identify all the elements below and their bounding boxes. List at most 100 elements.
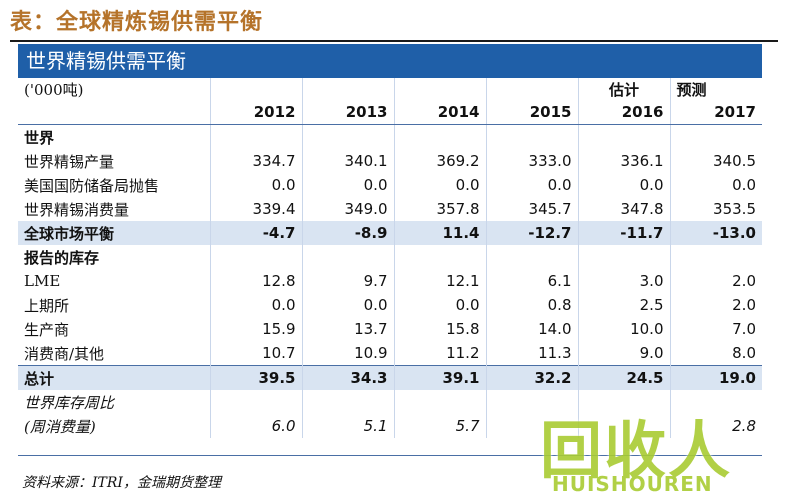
watermark-text: 回收人 [540, 414, 733, 487]
table-cell: -12.7 [485, 221, 578, 245]
row-label: LME [24, 272, 61, 290]
table-cell: 10.7 [209, 341, 302, 366]
table-row: 世界库存周比 [18, 390, 762, 414]
table-cell: 2.5 [577, 293, 670, 317]
table-cell: 336.1 [577, 149, 670, 173]
year-header: 2013 [301, 100, 394, 125]
table-cell [209, 390, 302, 414]
table-cell [393, 124, 486, 149]
table-cell: 345.7 [485, 197, 578, 221]
table-cell: 34.3 [301, 365, 394, 390]
year-header: 2014 [393, 100, 486, 125]
table-cell: 6.0 [209, 414, 302, 438]
table-cell [209, 245, 302, 269]
row-label: 世界库存周比 [24, 393, 115, 412]
supply-demand-table: ('000吨) 估计 预测 2012 2013 2014 2015 2016 2… [18, 78, 762, 438]
page-caption: 表：全球精炼锡供需平衡 [10, 9, 264, 35]
table-cell [393, 245, 486, 269]
row-label: 总计 [18, 365, 210, 390]
unit-label: ('000吨) [24, 80, 84, 99]
table-cell: 0.8 [485, 293, 578, 317]
table-row: (周消费量) 6.0 5.1 5.7 2.8 [18, 414, 762, 438]
table-cell: 8.0 [669, 341, 762, 366]
table-cell: 0.0 [209, 293, 302, 317]
row-label: 生产商 [24, 320, 70, 339]
table-cell [485, 414, 578, 438]
table-cell: 10.9 [301, 341, 394, 366]
table-row: 世界精锡消费量 339.4 349.0 357.8 345.7 347.8 353.5 [18, 197, 762, 221]
table-cell: 339.4 [209, 197, 302, 221]
row-label: 世界 [24, 128, 55, 147]
table-cell: 2.0 [669, 269, 762, 293]
table-cell [301, 124, 394, 149]
table-row: LME 12.8 9.7 12.1 6.1 3.0 2.0 [18, 269, 762, 293]
table-cell: 12.8 [209, 269, 302, 293]
table-cell [669, 390, 762, 414]
table-row: 全球市场平衡 -4.7 -8.9 11.4 -12.7 -11.7 -13.0 [18, 221, 762, 245]
table-cell: 349.0 [301, 197, 394, 221]
row-label: 上期所 [24, 296, 70, 315]
table-cell: 13.7 [301, 317, 394, 341]
table-cell: 0.0 [577, 173, 670, 197]
watermark-logo: 回收人 HUISHOUREN [540, 400, 760, 496]
table-cell [485, 245, 578, 269]
table-cell: 14.0 [485, 317, 578, 341]
table-row: 总计 39.5 34.3 39.1 32.2 24.5 19.0 [18, 365, 762, 390]
table-cell: 11.4 [393, 221, 486, 245]
table-cell [577, 124, 670, 149]
table-cell: 333.0 [485, 149, 578, 173]
table-cell: 15.8 [393, 317, 486, 341]
table-cell: -11.7 [577, 221, 670, 245]
table-cell [485, 124, 578, 149]
table-row: 消费商/其他 10.7 10.9 11.2 11.3 9.0 8.0 [18, 341, 762, 366]
year-header: 2015 [485, 100, 578, 125]
table-cell [485, 390, 578, 414]
table-cell [669, 245, 762, 269]
tin-balance-table-panel: 世界精锡供需平衡 ('000吨) 估计 预测 2012 2013 2014 20… [18, 44, 762, 438]
table-row: 世界精锡产量 334.7 340.1 369.2 333.0 336.1 340.5 [18, 149, 762, 173]
table-cell: 0.0 [393, 293, 486, 317]
table-cell [393, 390, 486, 414]
table-cell: -4.7 [209, 221, 302, 245]
table-cell: -8.9 [301, 221, 394, 245]
watermark-subtext: HUISHOUREN [552, 472, 713, 496]
table-cell: 39.5 [209, 365, 302, 390]
table-row: 美国国防储备局抛售 0.0 0.0 0.0 0.0 0.0 0.0 [18, 173, 762, 197]
table-row: 上期所 0.0 0.0 0.0 0.8 2.5 2.0 [18, 293, 762, 317]
table-row: 报告的库存 [18, 245, 762, 269]
table-cell: 2.0 [669, 293, 762, 317]
table-cell: 6.1 [485, 269, 578, 293]
table-cell [577, 245, 670, 269]
table-cell: 3.0 [577, 269, 670, 293]
table-cell: 15.9 [209, 317, 302, 341]
row-label: 美国国防储备局抛售 [24, 176, 160, 195]
table-cell: -13.0 [669, 221, 762, 245]
table-cell: 10.0 [577, 317, 670, 341]
table-cell: 340.1 [301, 149, 394, 173]
table-cell: 0.0 [393, 173, 486, 197]
estimate-label: 估计 [577, 78, 670, 100]
table-cell: 0.0 [209, 173, 302, 197]
table-cell: 39.1 [393, 365, 486, 390]
year-header: 2017 [669, 100, 762, 125]
table-cell: 32.2 [485, 365, 578, 390]
forecast-label: 预测 [669, 78, 762, 100]
year-header: 2012 [209, 100, 302, 125]
row-label: 消费商/其他 [24, 344, 105, 363]
table-cell: 24.5 [577, 365, 670, 390]
table-cell: 2.8 [669, 414, 762, 438]
table-cell: 334.7 [209, 149, 302, 173]
table-row: 世界 [18, 124, 762, 149]
table-cell: 11.3 [485, 341, 578, 366]
table-cell [577, 390, 670, 414]
table-cell: 353.5 [669, 197, 762, 221]
table-cell: 9.0 [577, 341, 670, 366]
year-header: 2016 [577, 100, 670, 125]
table-cell [301, 390, 394, 414]
table-cell: 340.5 [669, 149, 762, 173]
table-cell: 5.1 [301, 414, 394, 438]
table-cell [669, 124, 762, 149]
row-label: 全球市场平衡 [18, 221, 210, 245]
table-cell: 19.0 [669, 365, 762, 390]
row-label: 世界精锡产量 [24, 152, 115, 171]
